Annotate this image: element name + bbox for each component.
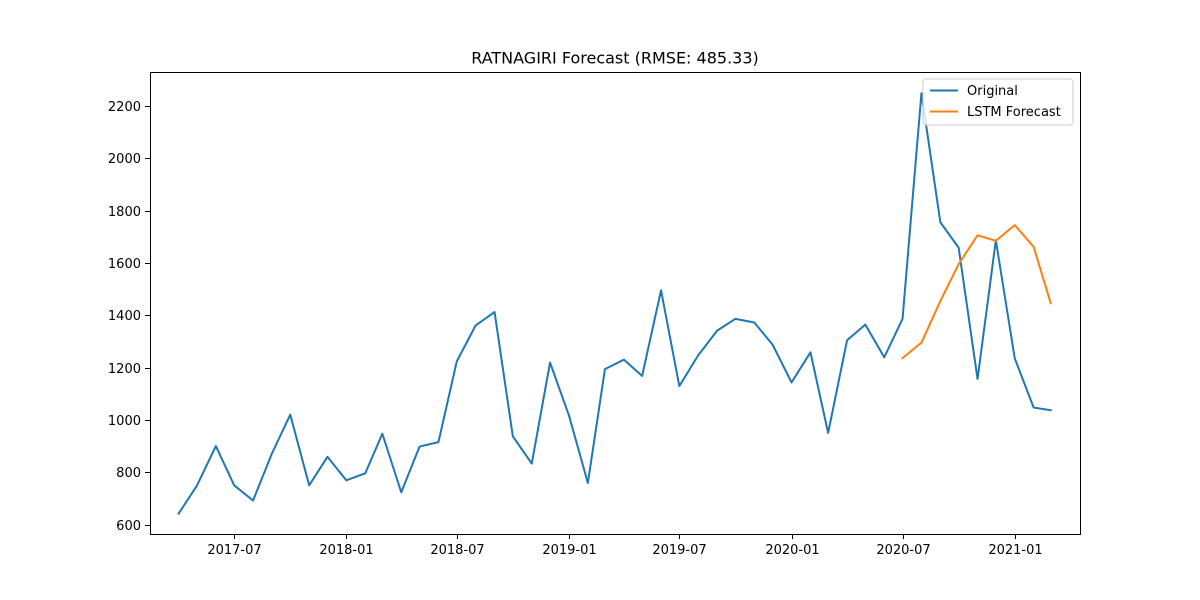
chart-title: RATNAGIRI Forecast (RMSE: 485.33) bbox=[471, 49, 759, 68]
y-tick-label: 2000 bbox=[108, 152, 141, 167]
y-tick-label: 600 bbox=[116, 519, 141, 534]
x-tick-label: 2021-01 bbox=[988, 543, 1042, 558]
x-tick-label: 2018-07 bbox=[430, 543, 484, 558]
x-tick-label: 2019-07 bbox=[652, 543, 706, 558]
legend: Original LSTM Forecast bbox=[922, 78, 1074, 126]
plot-area-frame bbox=[150, 72, 1081, 535]
y-tick-label: 1600 bbox=[108, 257, 141, 272]
series-line-0 bbox=[177, 92, 1052, 515]
y-tick-label: 800 bbox=[116, 466, 141, 481]
y-axis: 600 800 1000 1200 1400 1600 1800 2000 2200 bbox=[108, 100, 150, 534]
y-tick-label: 1400 bbox=[108, 309, 141, 324]
legend-label-1: LSTM Forecast bbox=[967, 105, 1061, 120]
legend-label-0: Original bbox=[967, 84, 1018, 99]
x-axis: 2017-07 2018-01 2018-07 2019-01 2019-07 2020-… bbox=[207, 534, 1043, 558]
y-tick-label: 1200 bbox=[108, 362, 141, 377]
y-tick-label: 1000 bbox=[108, 414, 141, 429]
series-lines bbox=[177, 92, 1052, 515]
y-tick-label: 1800 bbox=[108, 205, 141, 220]
x-tick-label: 2018-01 bbox=[319, 543, 373, 558]
y-tick-label: 2200 bbox=[108, 100, 141, 115]
x-tick-label: 2017-07 bbox=[207, 543, 261, 558]
legend-box bbox=[922, 78, 1074, 126]
x-tick-label: 2019-01 bbox=[542, 543, 596, 558]
x-tick-label: 2020-01 bbox=[765, 543, 819, 558]
series-line-1 bbox=[901, 224, 1052, 360]
x-tick-label: 2020-07 bbox=[876, 543, 930, 558]
